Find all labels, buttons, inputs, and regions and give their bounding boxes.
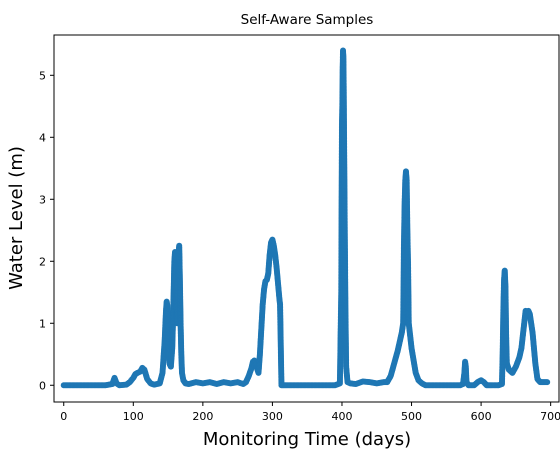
data-point [544, 379, 551, 386]
x-tick-label: 100 [123, 410, 144, 423]
x-tick-label: 300 [262, 410, 283, 423]
y-tick-label: 3 [39, 193, 46, 206]
y-tick-label: 0 [39, 379, 46, 392]
x-tick-label: 200 [192, 410, 213, 423]
plot-area: 0 100 200 300 400 500 600 700 0 1 2 3 4 5 [39, 34, 560, 423]
y-tick-label: 2 [39, 255, 46, 268]
x-tick-label: 400 [331, 410, 352, 423]
y-axis-ticks: 0 1 2 3 4 5 [39, 69, 54, 392]
chart-title: Self-Aware Samples [241, 12, 374, 28]
x-axis-ticks: 0 100 200 300 400 500 600 700 [60, 402, 560, 423]
x-tick-label: 0 [60, 410, 67, 423]
plot-frame [53, 34, 560, 403]
x-tick-label: 700 [540, 410, 560, 423]
y-tick-label: 1 [39, 317, 46, 330]
y-tick-label: 4 [39, 131, 46, 144]
x-tick-label: 500 [401, 410, 422, 423]
y-tick-label: 5 [39, 69, 46, 82]
x-tick-label: 600 [471, 410, 492, 423]
x-axis-label: Monitoring Time (days) [203, 429, 411, 450]
scatter-points [60, 47, 551, 389]
y-axis-label: Water Level (m) [6, 146, 27, 290]
